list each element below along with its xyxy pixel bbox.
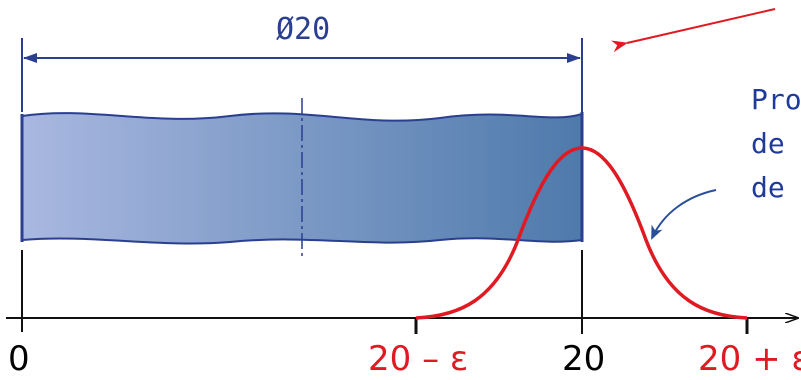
callout-arrow [651, 189, 717, 240]
tick-label-plus-eps: 20 + ε [698, 339, 801, 379]
tick-label-zero: 0 [8, 339, 30, 379]
note-line-2: de [751, 127, 785, 160]
distribution-curve [415, 146, 748, 320]
shaft-bottom-edge [21, 237, 583, 245]
tick-label-twenty: 20 [562, 339, 606, 379]
note-line-3: de [751, 171, 785, 204]
red-pointer-arrow [611, 8, 776, 53]
note-line-1: Pro [751, 83, 801, 116]
shaft-top-edge [21, 112, 583, 122]
tick-label-minus-eps: 20 – ε [368, 339, 469, 379]
dimension-label: Ø20 [276, 12, 331, 47]
shaft-body [22, 113, 582, 244]
